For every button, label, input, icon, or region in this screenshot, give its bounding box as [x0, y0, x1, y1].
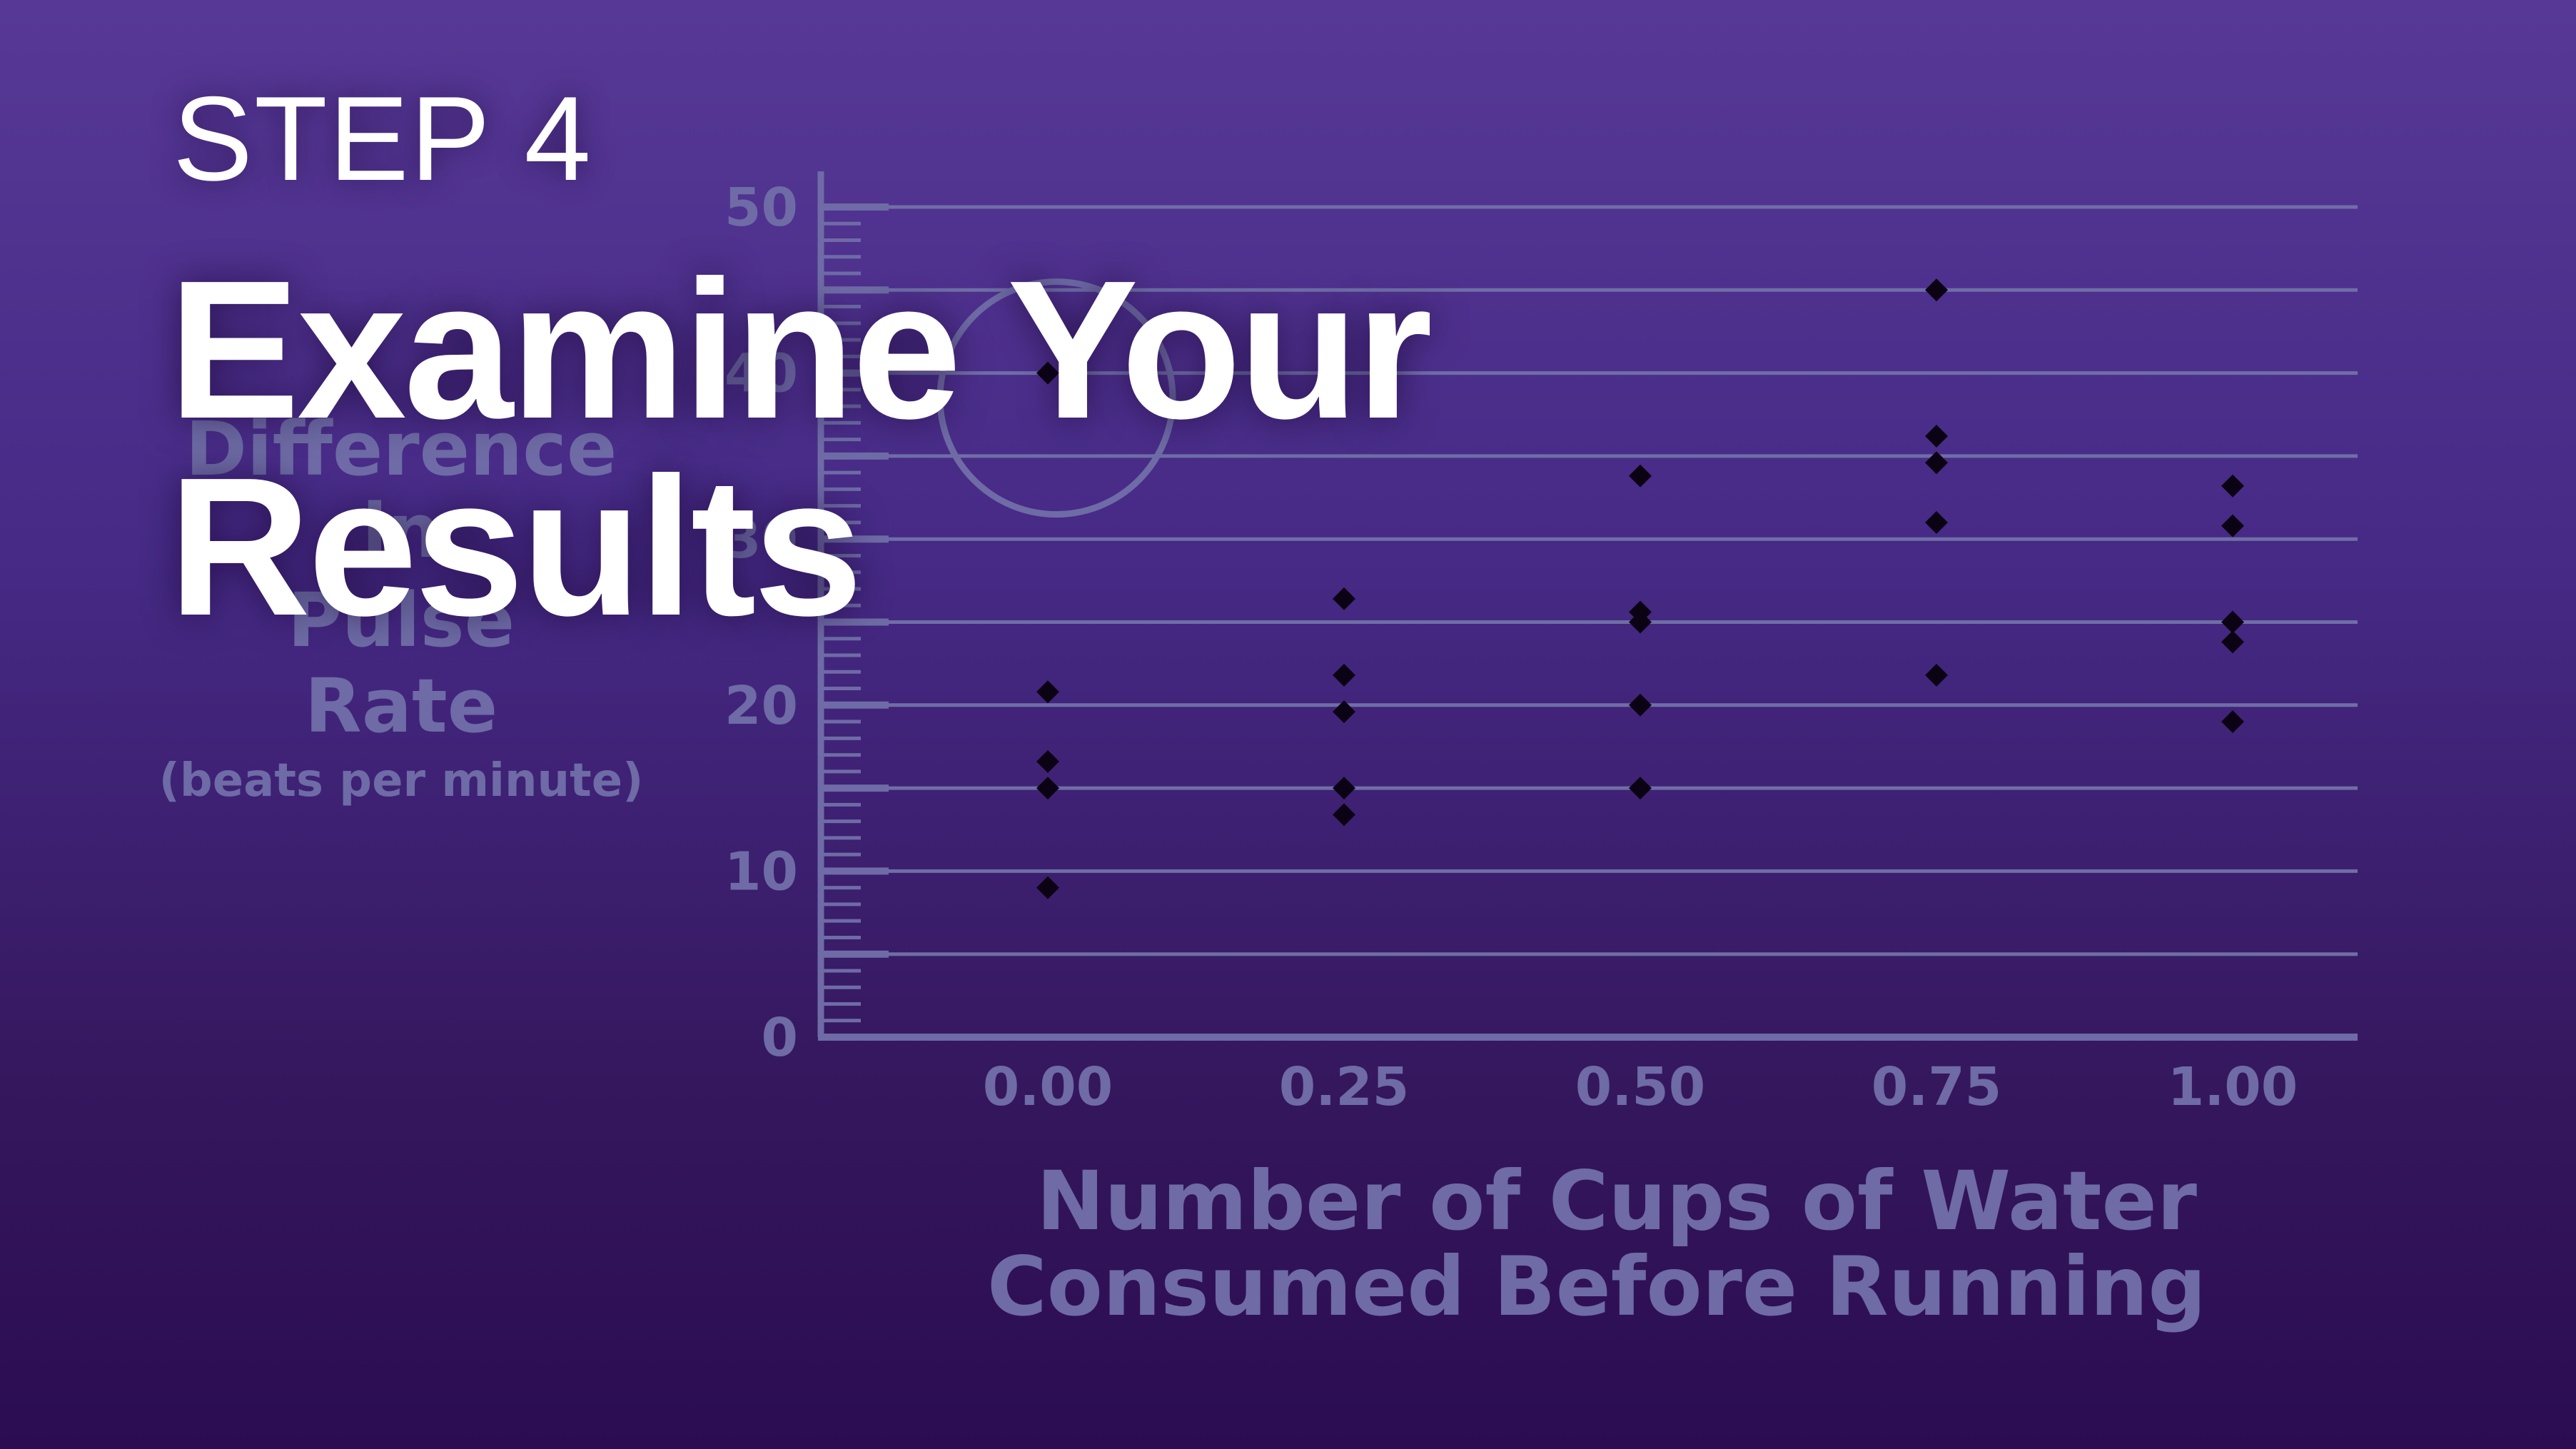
data-point: [1629, 693, 1652, 717]
data-point: [1036, 749, 1059, 773]
data-point: [2221, 630, 2244, 654]
x-tick-labels: 0.00 0.25 0.50 0.75 1.00: [983, 1056, 2298, 1118]
data-points: [1036, 278, 2244, 899]
y-axis-title-line: in: [362, 488, 440, 575]
data-point: [1925, 424, 1948, 448]
x-tick-label: 0.50: [1575, 1056, 1706, 1118]
highlight-circle: [936, 278, 1176, 518]
x-tick-label: 0.75: [1872, 1056, 2002, 1118]
data-point: [1036, 680, 1059, 704]
data-point: [2221, 514, 2244, 537]
y-axis-title-line: Difference: [186, 405, 617, 493]
data-point: [1036, 876, 1059, 899]
y-tick-label: 10: [724, 841, 798, 902]
y-tick-label: 20: [724, 675, 798, 737]
y-axis-title-line: Rate: [305, 662, 498, 749]
data-point: [2221, 710, 2244, 734]
data-point: [1629, 777, 1652, 800]
data-point: [1629, 464, 1652, 488]
data-point: [1333, 587, 1355, 610]
axes: [817, 171, 2358, 1041]
x-tick-label: 1.00: [2168, 1056, 2298, 1118]
gridlines: [821, 205, 2358, 956]
y-tick-labels: 0 10 20 30 40 50: [724, 177, 798, 1069]
y-tick-label: 50: [724, 177, 798, 238]
x-axis-title-line: Number of Cups of Water: [1036, 1153, 2197, 1248]
y-tick-label: 40: [724, 343, 798, 405]
x-tick-label: 0.25: [1279, 1056, 1410, 1118]
data-point: [1925, 510, 1948, 534]
x-axis-title: Number of Cups of Water Consumed Before …: [987, 1153, 2206, 1334]
y-axis-title-line: Pulse: [288, 577, 515, 664]
data-point: [1333, 803, 1355, 827]
x-axis-title-line: Consumed Before Running: [987, 1239, 2206, 1334]
data-point: [1629, 610, 1652, 634]
data-point: [1036, 361, 1059, 385]
y-tick-label: 30: [724, 509, 798, 570]
data-point: [1036, 777, 1059, 800]
annotation: [936, 278, 1176, 518]
data-point: [1333, 777, 1355, 800]
y-axis-title: Difference in Pulse Rate (beats per minu…: [159, 405, 644, 807]
data-point: [1925, 663, 1948, 687]
data-point: [1925, 451, 1948, 475]
y-tick-label: 0: [762, 1007, 799, 1069]
x-tick-label: 0.00: [983, 1056, 1113, 1118]
data-point: [2221, 474, 2244, 498]
y-axis-units: (beats per minute): [159, 754, 644, 807]
data-point: [1925, 278, 1948, 302]
data-point: [1333, 663, 1355, 687]
data-point: [2221, 610, 2244, 634]
data-point: [1333, 700, 1355, 724]
